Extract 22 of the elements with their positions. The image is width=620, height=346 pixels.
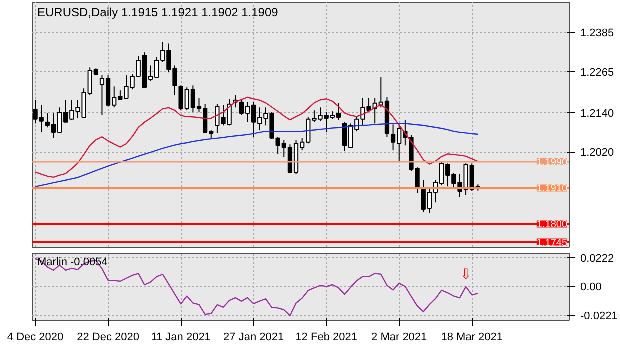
x-tick-label: 2 Mar 2021 bbox=[372, 332, 428, 344]
ref-line-label: 1.1800 bbox=[536, 220, 568, 231]
x-tick-label: 12 Feb 2021 bbox=[296, 332, 358, 344]
annotation: ⇩ bbox=[460, 266, 472, 283]
line-series bbox=[34, 123, 479, 188]
y-tick-label: 1.2265 bbox=[580, 66, 614, 79]
ref-line-label: 1.1910 bbox=[536, 184, 568, 195]
x-tick-label: 22 Dec 2020 bbox=[77, 332, 140, 344]
y-tick-label: 1.2385 bbox=[580, 28, 614, 40]
chart-title: EURUSD,Daily 1.1915 1.1921 1.1902 1.1909 bbox=[38, 6, 279, 20]
line-series bbox=[34, 96, 479, 178]
y-tick-label: 1.2020 bbox=[580, 147, 614, 160]
y-tick-label: 0.00 bbox=[580, 282, 602, 294]
y-tick-label: 0.0222 bbox=[580, 252, 614, 265]
x-tick-label: 18 Mar 2021 bbox=[441, 332, 503, 344]
ref-line-label: 1.1745 bbox=[536, 238, 568, 249]
x-tick-label: 27 Jan 2021 bbox=[224, 332, 284, 344]
y-tick-label: -0.0221 bbox=[580, 310, 618, 322]
line-series bbox=[34, 258, 479, 316]
y-tick-label: 1.2140 bbox=[580, 108, 614, 120]
x-tick-label: 4 Dec 2020 bbox=[7, 332, 64, 344]
x-tick-label: 11 Jan 2021 bbox=[151, 332, 211, 344]
